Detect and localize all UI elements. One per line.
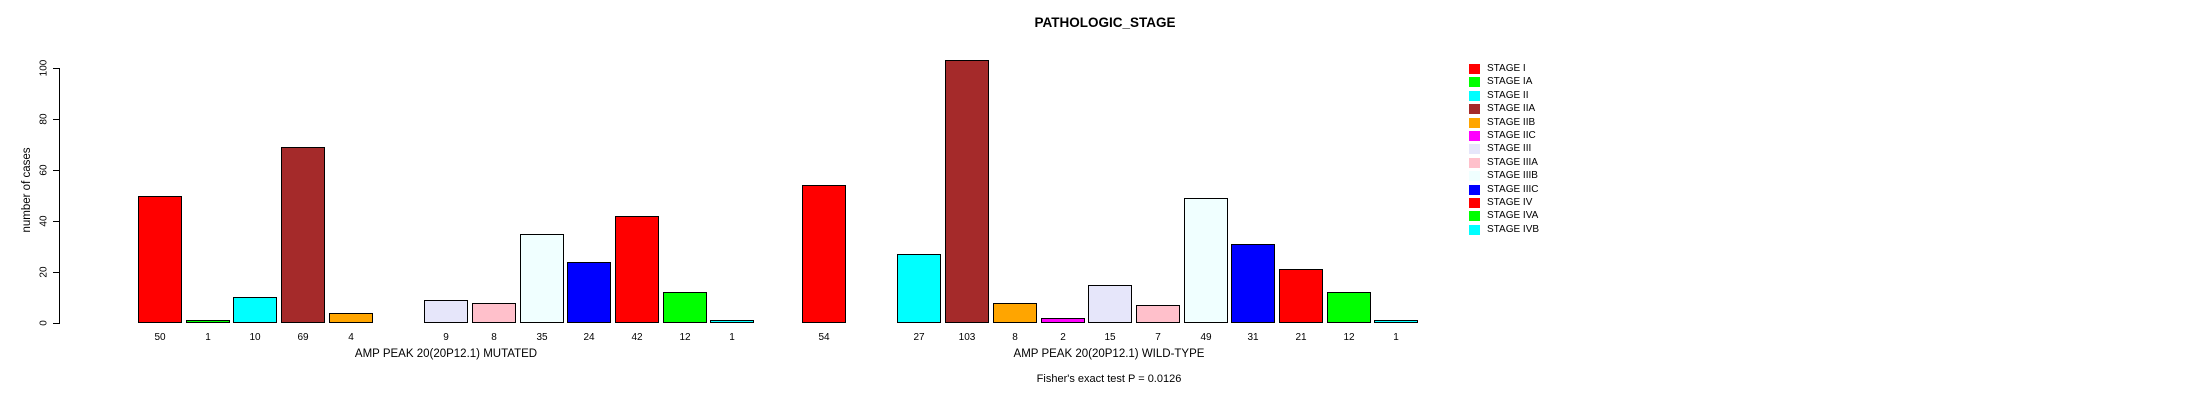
bar-stage-i	[802, 185, 846, 323]
legend-swatch-stage-ia	[1469, 77, 1480, 87]
legend-label: STAGE IVB	[1487, 224, 1540, 235]
bar-stage-ia	[186, 320, 230, 323]
bar-value-label: 10	[249, 332, 261, 343]
bar-value-label: 12	[1343, 332, 1355, 343]
bar-value-label: 8	[491, 332, 497, 343]
legend-swatch-stage-iib	[1469, 118, 1480, 128]
bar-stage-iiia	[472, 303, 516, 323]
x-axis-label-mutated: AMP PEAK 20(20P12.1) MUTATED	[354, 348, 538, 360]
legend-swatch-stage-iiia	[1469, 158, 1480, 168]
bar-stage-iii	[424, 300, 468, 323]
legend-swatch-stage-iii	[1469, 144, 1480, 154]
bar-value-label: 2	[1060, 332, 1066, 343]
bar-value-label: 54	[818, 332, 830, 343]
fisher-test-annotation: Fisher's exact test P = 0.0126	[1036, 373, 1182, 385]
bar-stage-iiib	[520, 234, 564, 323]
bar-value-label: 42	[631, 332, 643, 343]
chart-title: PATHOLOGIC_STAGE	[1034, 15, 1176, 30]
legend-swatch-stage-ivb	[1469, 225, 1480, 235]
legend-swatch-stage-ii	[1469, 91, 1480, 101]
bar-value-label: 103	[958, 332, 976, 343]
bar-stage-iiia	[1136, 305, 1180, 323]
y-axis-label: number of cases	[21, 147, 33, 233]
y-tick-label: 80	[38, 113, 50, 125]
legend-label: STAGE III	[1487, 143, 1532, 154]
legend-label: STAGE IIIC	[1487, 184, 1539, 195]
bar-stage-iic	[1041, 318, 1085, 323]
y-tick-mark	[53, 68, 59, 69]
bar-stage-iv	[1279, 269, 1323, 323]
legend-label: STAGE IV	[1487, 197, 1533, 208]
legend-label: STAGE I	[1487, 63, 1526, 74]
bar-stage-iiib	[1184, 198, 1228, 323]
legend-swatch-stage-iv	[1469, 198, 1480, 208]
bar-stage-ii	[233, 297, 277, 323]
bar-stage-iia	[281, 147, 325, 323]
bar-stage-iia	[945, 60, 989, 323]
legend-swatch-stage-iiic	[1469, 185, 1480, 195]
bar-value-label: 8	[1012, 332, 1018, 343]
bar-value-label: 4	[348, 332, 354, 343]
bar-value-label: 12	[679, 332, 691, 343]
bar-value-label: 1	[1393, 332, 1399, 343]
bar-value-label: 50	[154, 332, 166, 343]
bar-stage-ii	[897, 254, 941, 323]
y-tick-mark	[53, 221, 59, 222]
legend-swatch-stage-iiib	[1469, 171, 1480, 181]
bar-value-label: 1	[205, 332, 211, 343]
y-tick-label: 20	[38, 266, 50, 278]
legend-label: STAGE IIIA	[1487, 157, 1538, 168]
bar-stage-iv	[615, 216, 659, 323]
bar-value-label: 69	[297, 332, 309, 343]
bar-stage-iii	[1088, 285, 1132, 323]
y-tick-label: 40	[38, 215, 50, 227]
y-axis-line	[59, 68, 60, 324]
bar-stage-ivb	[710, 320, 754, 323]
legend-label: STAGE II	[1487, 90, 1529, 101]
bar-stage-iib	[329, 313, 373, 323]
bar-value-label: 1	[729, 332, 735, 343]
legend-swatch-stage-iic	[1469, 131, 1480, 141]
y-tick-mark	[53, 119, 59, 120]
legend-label: STAGE IVA	[1487, 210, 1539, 221]
x-axis-label-wild-type: AMP PEAK 20(20P12.1) WILD-TYPE	[1013, 348, 1205, 360]
legend-label: STAGE IIC	[1487, 130, 1536, 141]
bar-value-label: 7	[1155, 332, 1161, 343]
y-tick-label: 0	[38, 320, 50, 326]
bar-value-label: 27	[913, 332, 925, 343]
y-tick-mark	[53, 272, 59, 273]
bar-value-label: 24	[583, 332, 595, 343]
bar-value-label: 35	[536, 332, 548, 343]
y-tick-mark	[53, 170, 59, 171]
bar-value-label: 31	[1247, 332, 1259, 343]
bar-stage-iiic	[567, 262, 611, 323]
legend-swatch-stage-iva	[1469, 211, 1480, 221]
legend-label: STAGE IIB	[1487, 117, 1536, 128]
legend-swatch-stage-iia	[1469, 104, 1480, 114]
legend-label: STAGE IIA	[1487, 103, 1536, 114]
bar-stage-iiic	[1231, 244, 1275, 323]
bar-value-label: 15	[1104, 332, 1116, 343]
bar-value-label: 21	[1295, 332, 1307, 343]
bar-stage-iib	[993, 303, 1037, 323]
bar-stage-iva	[1327, 292, 1371, 323]
bar-stage-iva	[663, 292, 707, 323]
legend-label: STAGE IA	[1487, 76, 1533, 87]
bar-value-label: 9	[443, 332, 449, 343]
y-tick-label: 60	[38, 164, 50, 176]
bar-value-label: 49	[1200, 332, 1212, 343]
bar-stage-ivb	[1374, 320, 1418, 323]
legend-label: STAGE IIIB	[1487, 170, 1538, 181]
bar-stage-i	[138, 196, 182, 323]
y-tick-mark	[53, 323, 59, 324]
y-tick-label: 100	[38, 59, 50, 77]
legend-swatch-stage-i	[1469, 64, 1480, 74]
